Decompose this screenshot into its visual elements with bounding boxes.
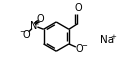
Text: +: + bbox=[110, 34, 116, 40]
Text: −: − bbox=[81, 43, 87, 49]
Text: O: O bbox=[22, 30, 30, 40]
Text: −: − bbox=[19, 29, 25, 35]
Text: Na: Na bbox=[100, 35, 114, 45]
Text: O: O bbox=[74, 3, 82, 13]
Text: N: N bbox=[30, 21, 37, 31]
Text: O: O bbox=[37, 14, 44, 24]
Text: O: O bbox=[76, 44, 84, 54]
Text: +: + bbox=[34, 20, 40, 26]
